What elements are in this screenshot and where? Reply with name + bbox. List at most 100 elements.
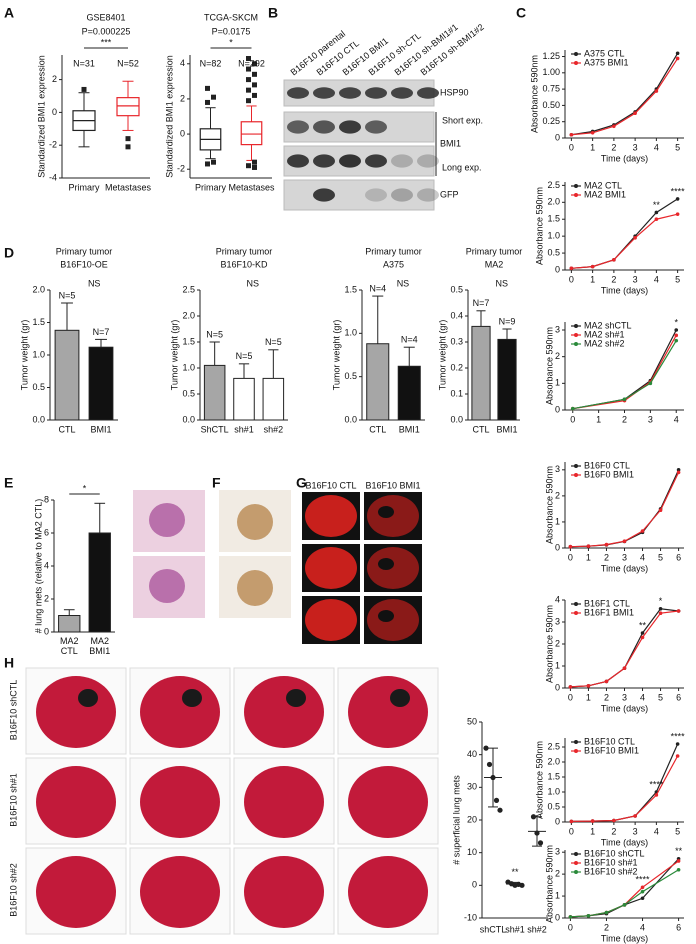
blot-band: [313, 87, 335, 99]
y-tick-label: 2: [180, 93, 185, 103]
lung: [367, 547, 419, 589]
text-line: CTL: [61, 646, 78, 656]
legend-marker: [574, 740, 578, 744]
significance: *: [229, 37, 233, 47]
x-tick-label: Metastases: [105, 182, 152, 192]
lung: [305, 599, 357, 641]
chart-title: Primary tumor: [466, 246, 523, 256]
y-axis-label: Standardized BMI1 expression: [36, 55, 46, 178]
n-label: N=7: [93, 327, 110, 337]
ihc-lesion: [237, 570, 273, 606]
chart-subtitle: MA2: [485, 259, 504, 269]
y-tick-label: 4: [44, 560, 49, 570]
x-tick-label: ShCTL: [201, 424, 229, 434]
series-line: [570, 469, 680, 548]
x-tick-label: BMI1: [399, 424, 420, 434]
outlier: [246, 56, 251, 62]
blot-band: [417, 87, 439, 99]
series-point: [675, 742, 680, 746]
lung: [244, 856, 324, 928]
panel-label: D: [4, 245, 14, 261]
significance: *: [83, 483, 87, 493]
row-label: B16F10 shCTL: [8, 680, 18, 741]
y-tick-label: 1: [555, 890, 560, 900]
outlier: [246, 163, 251, 169]
x-tick-label: 4: [654, 274, 659, 284]
chart-subtitle: B16F10-OE: [60, 259, 108, 269]
y-tick-label: 40: [467, 749, 477, 759]
point: [534, 830, 540, 836]
y-axis-label: Absorbance 590nm: [544, 466, 554, 544]
lung: [140, 676, 220, 748]
series-point: [569, 266, 574, 271]
x-axis-label: Time (days): [601, 563, 648, 573]
legend-marker: [574, 193, 578, 197]
text-line: BMI1: [89, 646, 110, 656]
y-tick-label: 0.1: [450, 388, 463, 398]
x-tick-label: 1: [590, 274, 595, 284]
y-tick-label: 0.5: [547, 247, 560, 257]
y-tick-label: 4: [555, 594, 560, 604]
x-tick-label: 1: [586, 692, 591, 702]
series-line: [572, 340, 677, 410]
series-line: [571, 52, 679, 136]
y-tick-label: 0.3: [450, 336, 463, 346]
lung: [36, 676, 116, 748]
y-tick-label: 3: [555, 847, 560, 857]
y-tick-label: 0: [52, 107, 57, 117]
y-axis-label: Tumor weight (gr): [331, 320, 341, 391]
significance: **: [653, 200, 661, 210]
outlier: [125, 136, 131, 142]
panel-label: B: [268, 5, 278, 21]
x-tick-label: sh#2: [264, 424, 284, 434]
y-tick-label: 2.0: [182, 310, 195, 320]
y-tick-label: 0.0: [32, 414, 45, 424]
y-tick-label: -10: [464, 912, 477, 922]
series-point: [604, 542, 609, 547]
series-point: [612, 124, 616, 129]
legend-label: B16F10 sh#1: [584, 857, 638, 867]
protein-label: HSP90: [440, 87, 469, 97]
blot-band: [365, 120, 387, 134]
y-tick-label: 0.0: [182, 414, 195, 424]
y-tick-label: 0.2: [450, 362, 463, 372]
series-point: [568, 915, 573, 919]
y-tick-label: 1.0: [182, 362, 195, 372]
legend-marker: [574, 870, 578, 874]
y-tick-label: 3: [555, 324, 560, 334]
series-point: [674, 328, 679, 332]
y-tick-label: 0.5: [32, 382, 45, 392]
y-tick-label: 0.0: [344, 414, 357, 424]
legend-label: B16F1 BMI1: [584, 607, 634, 617]
blot-band: [313, 120, 335, 134]
x-tick-label: 6: [676, 692, 681, 702]
x-tick-label: 4: [640, 552, 645, 562]
series-point: [640, 635, 645, 640]
series-point: [633, 814, 637, 818]
lung: [348, 856, 428, 928]
series-point: [675, 56, 680, 61]
x-axis-label: Time (days): [601, 933, 648, 943]
y-axis-label: # lung mets (relative to MA2 CTL): [33, 499, 43, 634]
x-tick-label: 5: [658, 552, 663, 562]
legend-label: B16F1 CTL: [584, 598, 630, 608]
x-tick-label: 3: [633, 274, 638, 284]
y-tick-label: 1.0: [547, 786, 560, 796]
blot-strip: [283, 179, 435, 211]
x-tick-label: 2: [604, 552, 609, 562]
legend-label: A375 CTL: [584, 48, 625, 58]
y-tick-label: 1.0: [344, 328, 357, 338]
x-tick-label: 3: [622, 552, 627, 562]
series-point: [658, 611, 663, 615]
chart-title: TCGA-SKCM: [204, 12, 258, 22]
n-label: N=5: [206, 329, 223, 339]
x-tick-label: 4: [640, 922, 645, 932]
panel-label: G: [296, 475, 307, 491]
x-axis-label: Time (days): [601, 153, 648, 163]
annotation: NS: [247, 278, 260, 288]
x-tick-label: 0: [570, 414, 575, 424]
text-line: MA2: [90, 636, 109, 646]
lung: [305, 495, 357, 537]
series-point: [654, 89, 659, 93]
